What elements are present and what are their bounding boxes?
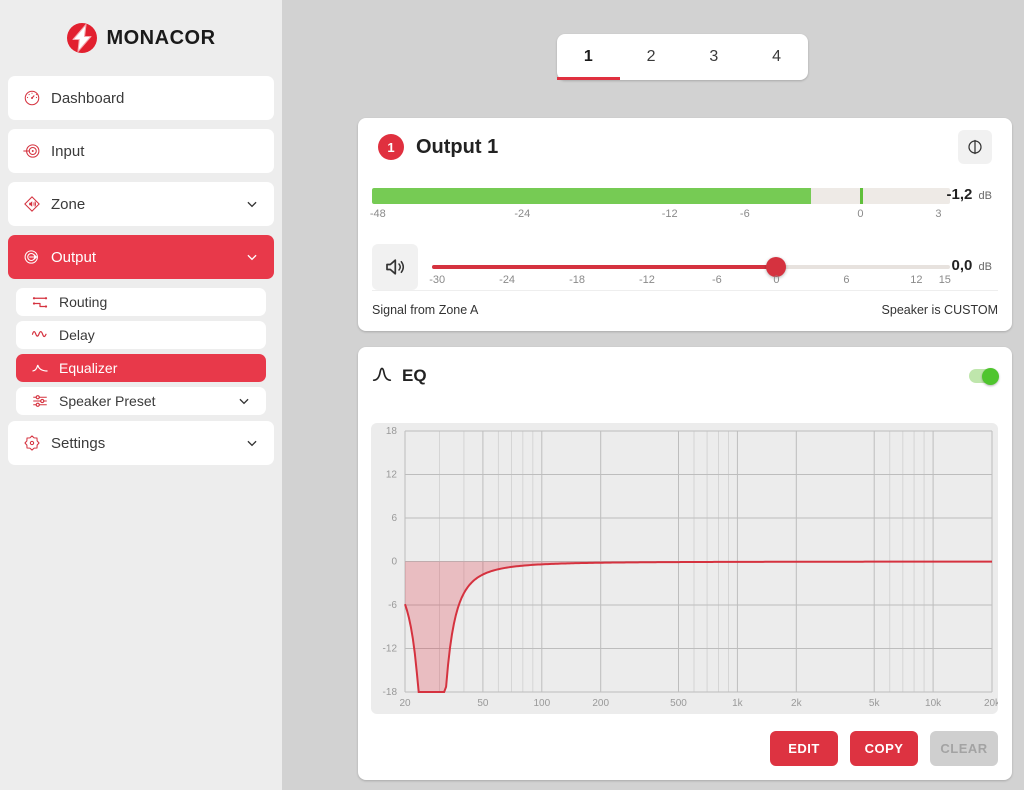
svg-text:1k: 1k [732, 698, 744, 709]
svg-text:6: 6 [391, 513, 397, 524]
svg-text:100: 100 [533, 698, 550, 709]
svg-text:2k: 2k [791, 698, 803, 709]
svg-text:12: 12 [386, 470, 398, 481]
svg-text:50: 50 [477, 698, 489, 709]
svg-text:-6: -6 [388, 600, 397, 611]
svg-text:200: 200 [592, 698, 609, 709]
svg-text:-12: -12 [383, 644, 398, 655]
svg-text:5k: 5k [869, 698, 881, 709]
svg-text:20: 20 [399, 698, 411, 709]
svg-text:10k: 10k [925, 698, 942, 709]
svg-text:20k: 20k [984, 698, 998, 709]
svg-text:0: 0 [391, 557, 397, 568]
svg-text:-18: -18 [383, 687, 398, 698]
svg-text:500: 500 [670, 698, 687, 709]
svg-text:18: 18 [386, 426, 398, 437]
